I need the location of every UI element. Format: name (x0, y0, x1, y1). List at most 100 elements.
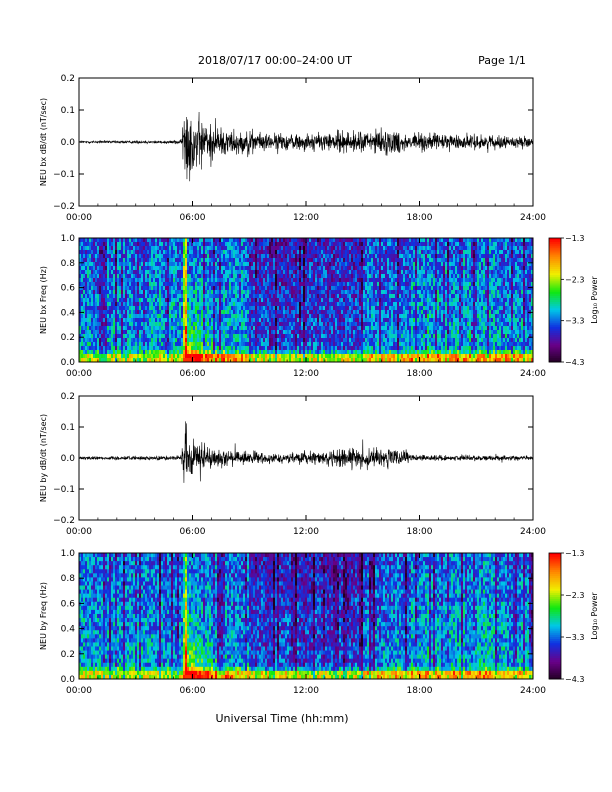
spectrogram-cell (145, 238, 148, 243)
spectrogram-cell (147, 266, 150, 271)
spectrogram-cell (109, 238, 112, 243)
spectrogram-cell (199, 290, 202, 295)
spectrogram-cell (195, 346, 198, 351)
spectrogram-cell (91, 318, 94, 323)
spectrogram-cell (161, 350, 164, 355)
spectrogram-cell (215, 354, 218, 359)
spectrogram-cell (181, 238, 184, 243)
spectrogram-cell (91, 270, 94, 275)
spectrogram-cell (137, 242, 140, 247)
spectrogram-cell (99, 250, 102, 255)
spectrogram-cell (141, 338, 144, 343)
spectrogram-cell (221, 278, 224, 283)
spectrogram-cell (91, 354, 94, 359)
spectrogram-cell (147, 246, 150, 251)
spectrogram-cell (105, 238, 108, 243)
spectrogram-cell (173, 346, 176, 351)
spectrogram-cell (101, 326, 104, 331)
spectrogram-cell (95, 242, 98, 247)
spectrogram-cell (169, 266, 172, 271)
spectrogram-cell (159, 270, 162, 275)
spectrogram-cell (79, 338, 82, 343)
spectrogram-cell (133, 354, 136, 359)
spectrogram-cell (111, 326, 114, 331)
spectrogram-cell (241, 302, 244, 307)
spectrogram-cell (231, 338, 234, 343)
spectrogram-cell (143, 354, 146, 359)
spectrogram-cell (217, 342, 220, 347)
spectrogram-cell (85, 306, 88, 311)
spectrogram-cell (207, 266, 210, 271)
spectrogram-cell (187, 294, 190, 299)
spectrogram-cell (107, 358, 110, 363)
spectrogram-cell (99, 354, 102, 359)
spectrogram-cell (125, 314, 128, 319)
spectrogram-cell (163, 286, 166, 291)
spectrogram-cell (143, 274, 146, 279)
spectrogram-cell (231, 242, 234, 247)
spectrogram-cell (95, 346, 98, 351)
spectrogram-cell (227, 258, 230, 263)
spectrogram-cell (183, 314, 186, 319)
spectrogram-cell (133, 274, 136, 279)
spectrogram-cell (117, 338, 120, 343)
spectrogram-cell (141, 266, 144, 271)
spectrogram-cell (81, 262, 84, 267)
spectrogram-cell (89, 270, 92, 275)
spectrogram-cell (137, 246, 140, 251)
spectrogram-cell (207, 318, 210, 323)
spectrogram-cell (207, 310, 210, 315)
spectrogram-cell (173, 254, 176, 259)
spectrogram-cell (195, 270, 198, 275)
spectrogram-cell (121, 330, 124, 335)
spectrogram-cell (197, 282, 200, 287)
spectrogram-cell (171, 330, 174, 335)
spectrogram-cell (107, 254, 110, 259)
spectrogram-cell (129, 290, 132, 295)
spectrogram-cell (81, 306, 84, 311)
spectrogram-cell (181, 286, 184, 291)
spectrogram-cell (179, 254, 182, 259)
spectrogram-cell (187, 258, 190, 263)
spectrogram-cell (91, 330, 94, 335)
spectrogram-cell (169, 302, 172, 307)
spectrogram-cell (171, 274, 174, 279)
spectrogram-cell (145, 274, 148, 279)
spectrogram-cell (243, 334, 246, 339)
spectrogram-cell (217, 314, 220, 319)
spectrogram-cell (177, 310, 180, 315)
spectrogram-cell (185, 298, 188, 303)
spectrogram-cell (215, 250, 218, 255)
spectrogram-cell (157, 266, 160, 271)
spectrogram-cell (153, 334, 156, 339)
spectrogram-cell (179, 286, 182, 291)
spectrogram-cell (157, 318, 160, 323)
spectrogram-cell (97, 330, 100, 335)
spectrogram-cell (103, 262, 106, 267)
spectrogram-cell (143, 318, 146, 323)
spectrogram-cell (147, 338, 150, 343)
spectrogram-cell (231, 282, 234, 287)
spectrogram-cell (133, 286, 136, 291)
spectrogram-cell (163, 258, 166, 263)
spectrogram-cell (201, 358, 204, 363)
spectrogram-cell (109, 246, 112, 251)
spectrogram-cell (195, 310, 198, 315)
spectrogram-cell (81, 246, 84, 251)
spectrogram-cell (159, 330, 162, 335)
spectrogram-cell (159, 254, 162, 259)
spectrogram-cell (241, 246, 244, 251)
spectrogram-cell (161, 254, 164, 259)
spectrogram-cell (211, 274, 214, 279)
spectrogram-cell (159, 250, 162, 255)
spectrogram-cell (237, 254, 240, 259)
spectrogram-cell (179, 354, 182, 359)
spectrogram-cell (189, 326, 192, 331)
spectrogram-cell (225, 302, 228, 307)
spectrogram-cell (117, 282, 120, 287)
spectrogram-cell (129, 358, 132, 363)
spectrogram-cell (91, 334, 94, 339)
spectrogram-cell (211, 262, 214, 267)
spectrogram-cell (157, 358, 160, 363)
spectrogram-cell (179, 310, 182, 315)
